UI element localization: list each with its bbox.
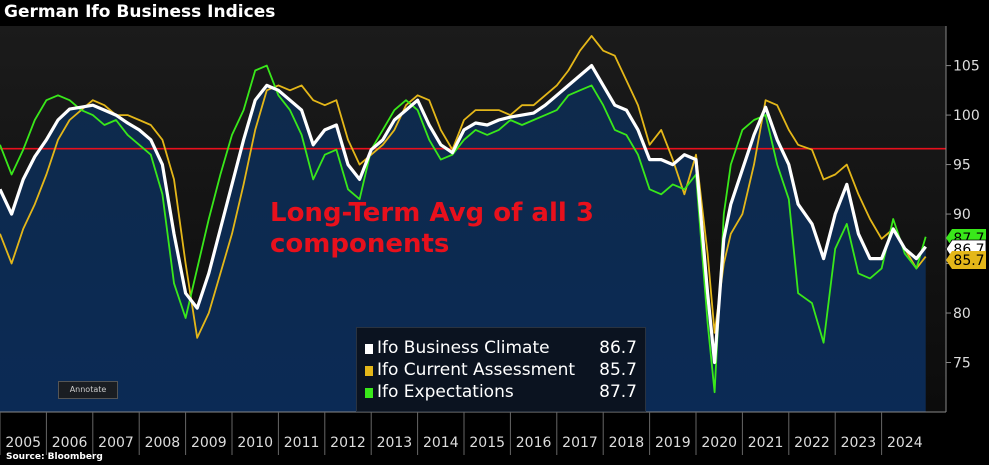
legend-swatch-current bbox=[365, 366, 373, 376]
x-axis: 2005 2006 2007 2008 2009 2010 2011 2012 2013 2014… bbox=[0, 412, 923, 455]
x-tick-label: 2013 bbox=[377, 435, 413, 451]
x-tick-label: 2020 bbox=[701, 435, 737, 451]
climate-area-fill bbox=[0, 65, 926, 412]
series-layer bbox=[0, 35, 927, 394]
x-tick-label: 2007 bbox=[98, 435, 134, 451]
y-tick-label: 90 bbox=[953, 207, 971, 223]
y-tick-label: 105 bbox=[953, 59, 980, 75]
x-tick-label: 2016 bbox=[516, 435, 552, 451]
x-tick-label: 2010 bbox=[237, 435, 273, 451]
annotate-button[interactable]: Annotate bbox=[58, 381, 118, 399]
climate-line bbox=[0, 63, 927, 365]
legend-swatch-expectations bbox=[365, 388, 373, 398]
legend-swatch-climate bbox=[365, 344, 373, 354]
legend-item-expectations: Ifo Expectations 87.7 bbox=[365, 382, 641, 404]
x-tick-label: 2015 bbox=[469, 435, 505, 451]
y-tick-label: 75 bbox=[953, 356, 971, 372]
x-tick-label: 2017 bbox=[562, 435, 598, 451]
y-tick-label: 80 bbox=[953, 306, 971, 322]
current-end-label: 85.7 bbox=[946, 251, 986, 269]
x-tick-label: 2023 bbox=[841, 435, 877, 451]
end-label-text: 85.7 bbox=[953, 253, 984, 269]
x-tick-label: 2011 bbox=[284, 435, 320, 451]
x-tick-label: 2008 bbox=[145, 435, 181, 451]
legend-value-climate: 86.7 bbox=[599, 338, 637, 358]
x-tick-label: 2024 bbox=[887, 435, 923, 451]
legend: Ifo Business Climate 86.7 Ifo Current As… bbox=[356, 327, 646, 412]
legend-label-current: Ifo Current Assessment bbox=[377, 360, 576, 380]
current-assessment-line bbox=[0, 35, 927, 339]
y-tick-label: 95 bbox=[953, 158, 971, 174]
legend-value-current: 85.7 bbox=[599, 360, 637, 380]
x-tick-label: 2019 bbox=[655, 435, 691, 451]
x-tick-label: 2014 bbox=[423, 435, 459, 451]
x-tick-label: 2021 bbox=[748, 435, 784, 451]
legend-label-expectations: Ifo Expectations bbox=[377, 382, 514, 402]
end-value-labels: 87.786.785.7 bbox=[945, 229, 987, 269]
chart-title: German Ifo Business Indices bbox=[4, 2, 276, 22]
legend-value-expectations: 87.7 bbox=[599, 382, 637, 402]
average-annotation: Long-Term Avg of all 3 components bbox=[270, 198, 594, 259]
x-tick-label: 2005 bbox=[5, 435, 41, 451]
y-axis: 7580859095100105 bbox=[946, 59, 980, 372]
x-tick-label: 2022 bbox=[794, 435, 830, 451]
legend-item-current: Ifo Current Assessment 85.7 bbox=[365, 360, 641, 382]
legend-item-climate: Ifo Business Climate 86.7 bbox=[365, 338, 641, 360]
end-label-tag bbox=[946, 251, 986, 269]
x-tick-label: 2012 bbox=[330, 435, 366, 451]
expectations-line bbox=[0, 64, 927, 394]
x-tick-label: 2009 bbox=[191, 435, 227, 451]
source-note: Source: Bloomberg bbox=[6, 452, 103, 462]
y-tick-label: 100 bbox=[953, 108, 980, 124]
x-tick-label: 2018 bbox=[609, 435, 645, 451]
legend-label-climate: Ifo Business Climate bbox=[377, 338, 550, 358]
x-tick-label: 2006 bbox=[52, 435, 88, 451]
